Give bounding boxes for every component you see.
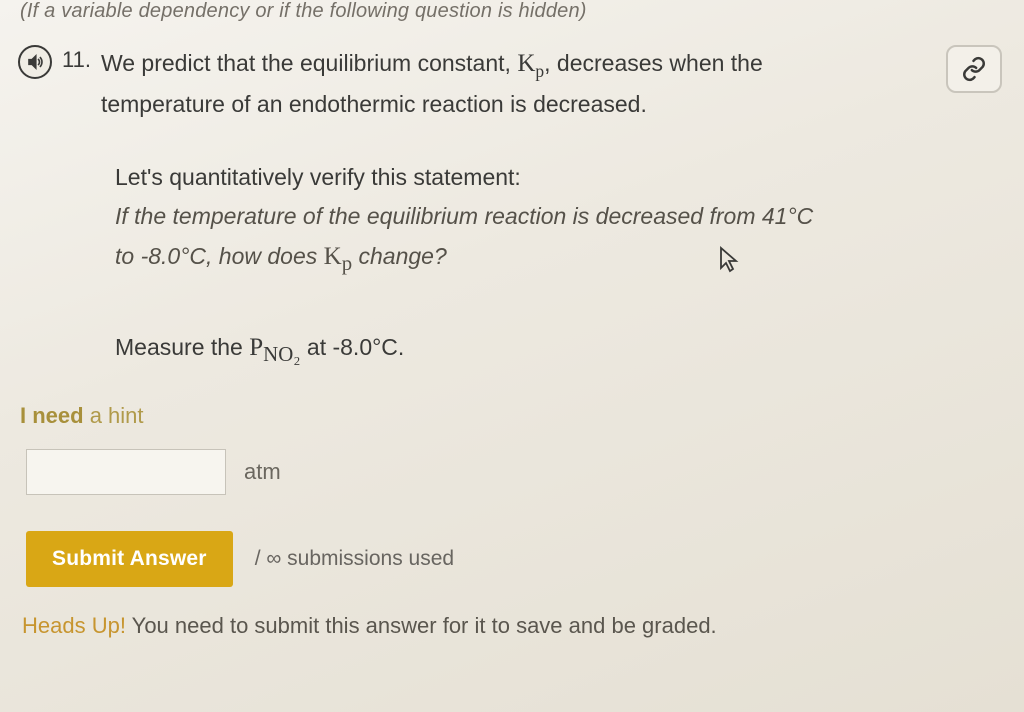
verify-q1: If the temperature of the equilibrium re… — [115, 197, 964, 236]
answer-input[interactable] — [26, 449, 226, 495]
heads-up-text: You need to submit this answer for it to… — [126, 613, 717, 638]
verify-intro: Let's quantitatively verify this stateme… — [115, 158, 964, 197]
measure-section: Measure the PNO₂ at -8.0°C. — [0, 327, 1024, 372]
q-text-2: temperature of an endothermic reaction i… — [101, 91, 647, 117]
hint-link[interactable]: I need a hint — [0, 373, 1024, 429]
question-body: We predict that the equilibrium constant… — [101, 43, 1006, 124]
hint-bold: I need — [20, 403, 84, 428]
submit-answer-button[interactable]: Submit Answer — [26, 531, 233, 587]
submission-count: / ∞ submissions used — [255, 547, 454, 571]
measure-suffix: at -8.0°C. — [301, 334, 405, 360]
hint-rest: a hint — [84, 403, 144, 428]
measure-prefix: Measure the — [115, 334, 249, 360]
q-text-1b: , decreases when the — [544, 50, 763, 76]
link-icon[interactable] — [946, 45, 1002, 93]
audio-icon[interactable] — [18, 45, 52, 79]
answer-row: atm — [0, 429, 1024, 495]
q-kp: Kp — [517, 50, 544, 77]
verify-section: Let's quantitatively verify this stateme… — [0, 158, 1024, 282]
q-text-1a: We predict that the equilibrium constant… — [101, 50, 517, 76]
heads-up-note: Heads Up! You need to submit this answer… — [0, 587, 1024, 639]
submit-row: Submit Answer / ∞ submissions used — [0, 495, 1024, 587]
verify-q2: to -8.0°C, how does Kp change? — [115, 236, 964, 281]
measure-p: PNO₂ — [249, 334, 300, 361]
dependency-note: (If a variable dependency or if the foll… — [0, 0, 1024, 31]
question-header: 11. We predict that the equilibrium cons… — [0, 31, 1024, 124]
answer-unit: atm — [244, 459, 281, 485]
heads-up-label: Heads Up! — [22, 613, 126, 638]
question-number: 11. — [62, 47, 91, 73]
